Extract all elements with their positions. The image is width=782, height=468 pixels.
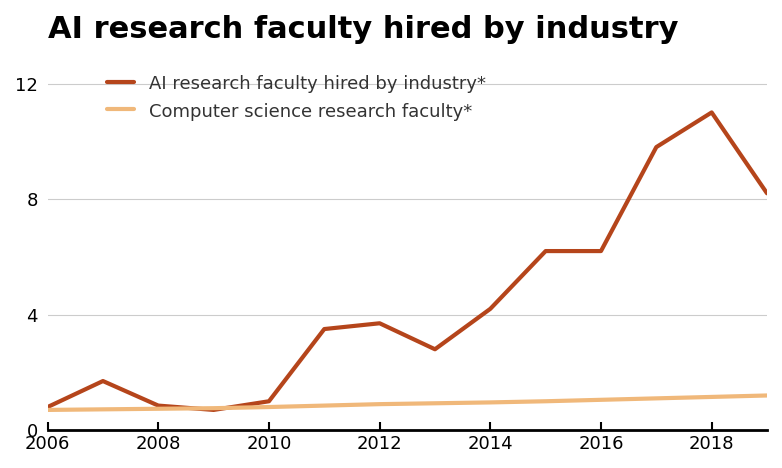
Computer science research faculty* bbox=[762, 393, 772, 398]
Computer science research faculty* bbox=[320, 403, 329, 409]
Computer science research faculty* bbox=[430, 401, 439, 406]
Computer science research faculty* bbox=[43, 407, 52, 413]
AI research faculty hired by industry* bbox=[541, 248, 551, 254]
AI research faculty hired by industry* bbox=[597, 248, 606, 254]
AI research faculty hired by industry* bbox=[320, 326, 329, 332]
Computer science research faculty* bbox=[541, 398, 551, 404]
Computer science research faculty* bbox=[264, 404, 274, 410]
Line: AI research faculty hired by industry*: AI research faculty hired by industry* bbox=[48, 112, 767, 410]
Legend: AI research faculty hired by industry*, Computer science research faculty*: AI research faculty hired by industry*, … bbox=[107, 75, 486, 121]
Computer science research faculty* bbox=[707, 394, 716, 400]
Computer science research faculty* bbox=[597, 397, 606, 402]
AI research faculty hired by industry* bbox=[43, 404, 52, 410]
AI research faculty hired by industry* bbox=[264, 398, 274, 404]
AI research faculty hired by industry* bbox=[375, 321, 384, 326]
Line: Computer science research faculty*: Computer science research faculty* bbox=[48, 395, 767, 410]
Computer science research faculty* bbox=[153, 406, 163, 411]
Text: AI research faculty hired by industry: AI research faculty hired by industry bbox=[48, 15, 678, 44]
AI research faculty hired by industry* bbox=[99, 378, 108, 384]
AI research faculty hired by industry* bbox=[762, 190, 772, 196]
Computer science research faculty* bbox=[99, 407, 108, 412]
Computer science research faculty* bbox=[375, 402, 384, 407]
AI research faculty hired by industry* bbox=[153, 403, 163, 409]
Computer science research faculty* bbox=[486, 400, 495, 405]
AI research faculty hired by industry* bbox=[651, 144, 661, 150]
AI research faculty hired by industry* bbox=[209, 407, 218, 413]
AI research faculty hired by industry* bbox=[486, 306, 495, 312]
Computer science research faculty* bbox=[209, 405, 218, 411]
Computer science research faculty* bbox=[651, 395, 661, 401]
AI research faculty hired by industry* bbox=[707, 110, 716, 115]
AI research faculty hired by industry* bbox=[430, 346, 439, 352]
